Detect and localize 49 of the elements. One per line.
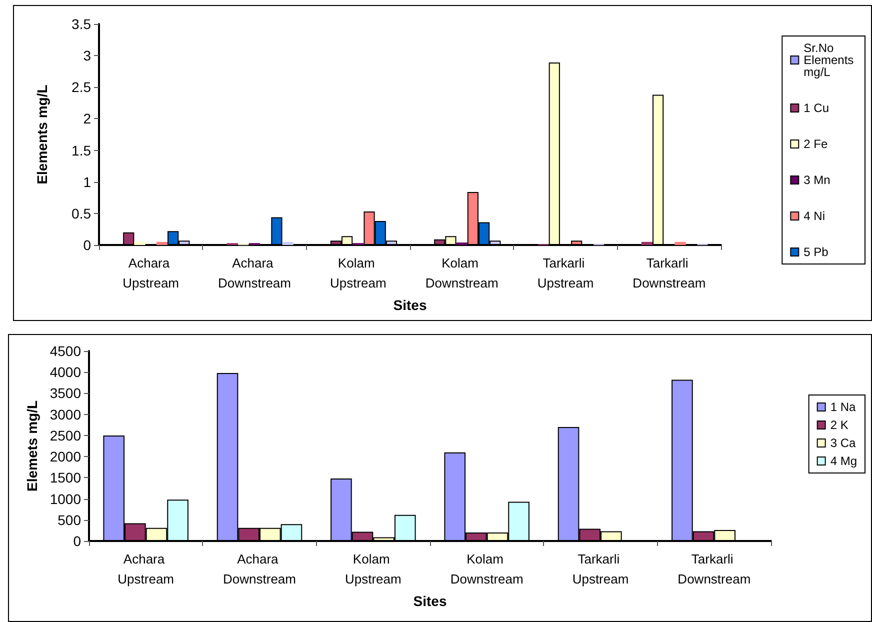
bar xyxy=(641,242,653,245)
y-tick-label: 500 xyxy=(58,512,82,528)
y-tick-label: 3.5 xyxy=(72,16,92,32)
y-axis-title: Elements mg/L xyxy=(34,84,50,184)
y-tick-label: 0 xyxy=(73,533,82,549)
y-axis-title: Elemets mg/L xyxy=(24,400,40,492)
y-tick-label: 3000 xyxy=(50,406,82,422)
y-tick-label: 3500 xyxy=(50,385,82,402)
x-tick-label: Achara Downstream xyxy=(223,552,296,586)
y-tick-label: 3 xyxy=(83,48,92,64)
y-tick-label: 4500 xyxy=(50,343,82,359)
y-tick-label: 2.5 xyxy=(72,79,92,96)
y-tick-label: 4000 xyxy=(50,364,82,380)
legend-label: 1 Cu xyxy=(804,101,830,115)
bar xyxy=(674,242,686,245)
bar xyxy=(134,242,146,245)
y-tick-label: 1.5 xyxy=(72,142,92,158)
legend-label: 3 Ca xyxy=(830,436,856,450)
y-tick-label: 2000 xyxy=(50,448,82,465)
x-tick-label: Achara Upstream xyxy=(118,552,174,586)
x-tick-label: Kolam Downstream xyxy=(450,552,524,586)
bar xyxy=(282,242,294,245)
y-tick-label: 0 xyxy=(83,237,92,253)
bar xyxy=(156,242,168,245)
y-tick-label: 1 xyxy=(83,174,92,190)
x-axis-title: Sites xyxy=(393,296,427,313)
x-tick-label: Tarkarli Upstream xyxy=(537,256,594,290)
x-axis-title: Sites xyxy=(413,592,447,609)
legend-label: 4 Mg xyxy=(830,454,858,468)
legend-label: 2 K xyxy=(830,418,848,432)
y-tick-label: 2 xyxy=(83,110,92,127)
x-tick-label: Tarkarli Upstream xyxy=(572,552,629,586)
legend-label: 5 Pb xyxy=(804,245,829,259)
y-tick-label: 0.5 xyxy=(72,205,92,222)
x-tick-label: Tarkarli Downstream xyxy=(632,256,706,290)
x-tick-label: Kolam Upstream xyxy=(330,256,386,290)
x-tick-label: Tarkarli Downstream xyxy=(678,552,751,586)
y-tick-label: 1000 xyxy=(50,490,82,507)
legend-label: 3 Mn xyxy=(804,173,830,187)
x-tick-label: Achara Upstream xyxy=(122,256,180,290)
x-tick-label: Achara Downstream xyxy=(218,256,291,290)
legend-label: 1 Na xyxy=(830,400,856,414)
y-tick-label: 1500 xyxy=(50,470,82,486)
legend-label: 2 Fe xyxy=(804,137,828,151)
legend-label: Sr.No Elements mg/L xyxy=(804,41,858,79)
x-tick-label: Kolam Upstream xyxy=(344,552,402,586)
x-tick-label: Kolam Downstream xyxy=(425,256,498,290)
y-tick-label: 2500 xyxy=(50,427,82,444)
legend-label: 4 Ni xyxy=(804,209,825,223)
